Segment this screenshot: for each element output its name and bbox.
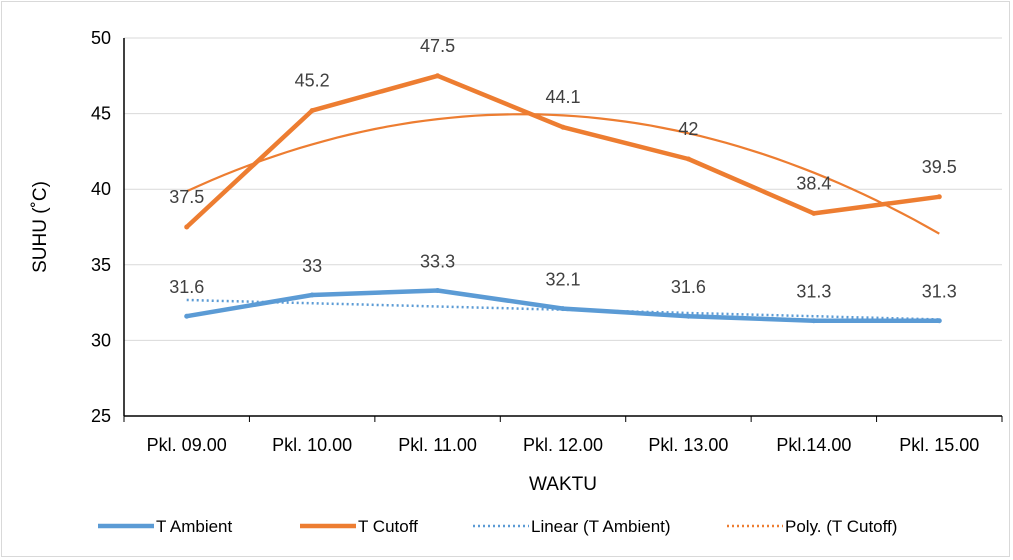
data-label: 31.6 — [671, 277, 706, 297]
data-point — [184, 224, 190, 230]
x-tick-label: Pkl. 11.00 — [398, 435, 477, 455]
x-tick-label: Pkl.14.00 — [776, 435, 851, 455]
data-point — [936, 194, 942, 200]
legend-label: T Cutoff — [358, 517, 418, 536]
x-tick-label: Pkl. 15.00 — [899, 435, 979, 455]
data-label: 39.5 — [922, 157, 957, 177]
x-tick-label: Pkl. 10.00 — [272, 435, 352, 455]
y-tick-label: 35 — [91, 255, 111, 275]
data-label: 33 — [302, 256, 322, 276]
data-point — [685, 156, 691, 162]
legend-label: Poly. (T Cutoff) — [785, 517, 897, 536]
y-tick-label: 25 — [91, 406, 111, 426]
y-tick-label: 50 — [91, 28, 111, 48]
data-label: 47.5 — [420, 36, 455, 56]
data-label: 31.3 — [796, 282, 831, 302]
data-label: 45.2 — [295, 71, 330, 91]
x-tick-label: Pkl. 12.00 — [523, 435, 603, 455]
data-label: 37.5 — [169, 187, 204, 207]
trendline-poly — [186, 113, 940, 235]
data-point — [685, 313, 691, 319]
data-point — [435, 288, 441, 294]
y-axis-title: SUHU (˚C) — [30, 181, 51, 273]
data-label: 38.4 — [796, 173, 831, 193]
x-tick-label: Pkl. 09.00 — [147, 435, 227, 455]
x-axis-title: WAKTU — [529, 474, 597, 495]
data-point — [435, 73, 441, 79]
data-point — [560, 124, 566, 130]
data-label: 32.1 — [545, 270, 580, 290]
data-point — [936, 318, 942, 324]
legend-label: Linear (T Ambient) — [531, 517, 671, 536]
data-label: 33.3 — [420, 252, 455, 272]
y-tick-label: 40 — [91, 179, 111, 199]
data-point — [184, 313, 190, 319]
data-label: 44.1 — [545, 87, 580, 107]
data-label: 42 — [678, 119, 698, 139]
data-label: 31.3 — [922, 282, 957, 302]
data-label: 31.6 — [169, 277, 204, 297]
y-tick-label: 45 — [91, 104, 111, 124]
x-tick-label: Pkl. 13.00 — [648, 435, 728, 455]
data-point — [811, 318, 817, 324]
legend-label: T Ambient — [156, 517, 233, 536]
data-point — [560, 306, 566, 312]
data-point — [309, 108, 315, 114]
data-point — [811, 210, 817, 216]
y-tick-label: 30 — [91, 330, 111, 350]
data-point — [309, 292, 315, 298]
